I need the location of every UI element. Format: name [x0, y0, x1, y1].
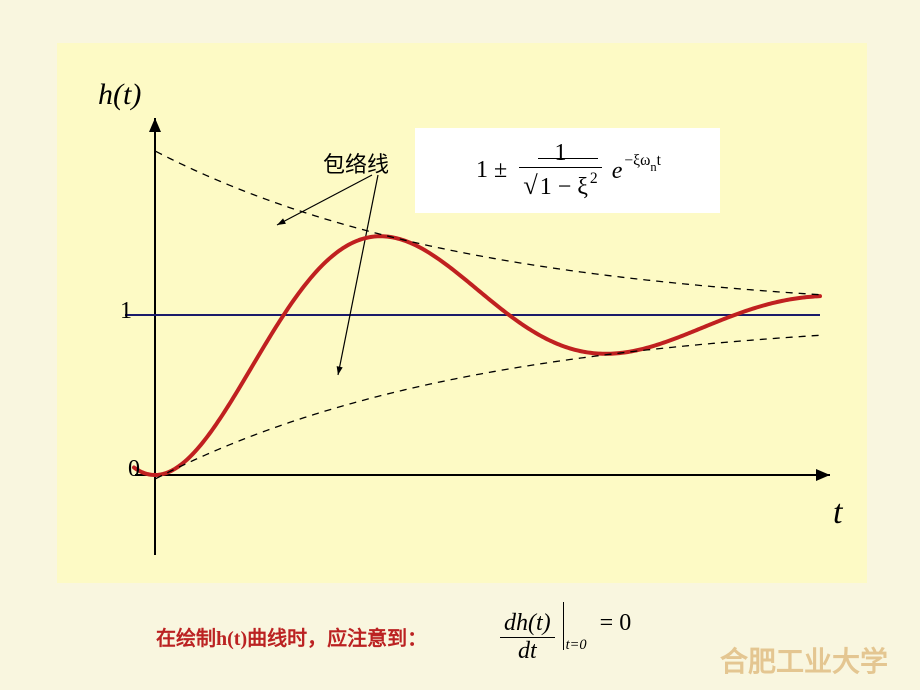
derivative-denominator: dt [514, 638, 541, 665]
x-axis-label: t [833, 494, 842, 532]
derivative-rhs: = 0 [600, 610, 632, 636]
formula-fraction: 1 √1 − ξ2 [519, 140, 602, 201]
y-axis-label: h(t) [98, 78, 141, 112]
envelope-label: 包络线 [323, 147, 389, 179]
formula-denominator: √1 − ξ2 [519, 168, 602, 201]
watermark-university: 合肥工业大学 [720, 640, 888, 680]
tick-one: 1 [120, 298, 132, 325]
formula-exp: e−ξωnt [612, 156, 659, 185]
exp-tail: t [657, 152, 661, 169]
formula-prefix: 1 ± [476, 157, 507, 184]
exp-content: −ξω [624, 152, 650, 169]
denom-exp: 2 [590, 170, 598, 187]
bottom-note: 在绘制h(t)曲线时，应注意到： [156, 622, 427, 651]
sqrt-symbol: √ [523, 170, 537, 200]
denom-inside: 1 − ξ [540, 174, 588, 200]
tick-zero: 0 [128, 456, 140, 483]
derivative-formula: dh(t) dt t=0 = 0 [500, 600, 631, 665]
exp-sub-n: n [650, 160, 656, 174]
derivative-numerator: dh(t) [500, 610, 555, 637]
exp-e: e [612, 158, 623, 184]
sqrt-bar: 1 − ξ2 [538, 158, 598, 188]
derivative-fraction: dh(t) dt [500, 610, 555, 665]
derivative-sub: t=0 [566, 637, 587, 654]
derivative-bar: t=0 [563, 602, 564, 650]
envelope-formula: 1 ± 1 √1 − ξ2 e−ξωnt [415, 128, 720, 213]
